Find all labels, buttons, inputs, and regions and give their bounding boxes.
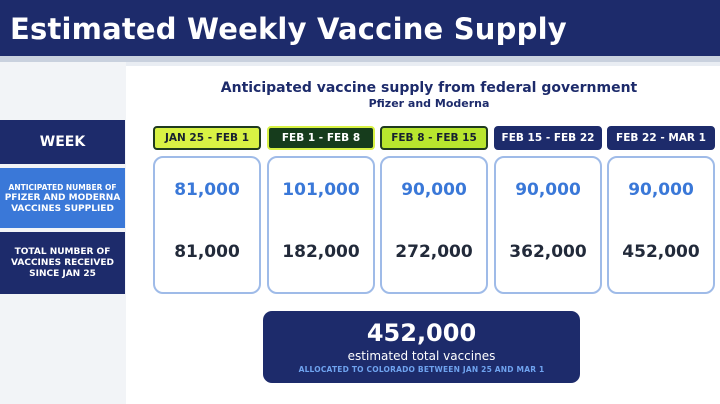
title-bar: Estimated Weekly Vaccine Supply	[0, 0, 720, 56]
week-label-5: FEB 22 - MAR 1	[607, 126, 715, 150]
weekly-supply-value: 90,000	[515, 180, 581, 200]
total-row-label: TOTAL NUMBER OF VACCINES RECEIVED SINCE …	[0, 232, 125, 294]
chart-title: Anticipated vaccine supply from federal …	[220, 80, 638, 96]
week-card-2: 101,000 182,000	[267, 156, 375, 294]
total-caption: estimated total vaccines	[347, 349, 496, 363]
weekly-supply-value: 81,000	[174, 180, 240, 200]
cumulative-total-value: 81,000	[174, 242, 240, 262]
anticipated-row-label-line1: ANTICIPATED NUMBER OF	[8, 182, 117, 192]
weekly-supply-value: 101,000	[282, 180, 360, 200]
weekly-supply-value: 90,000	[401, 180, 467, 200]
cumulative-total-value: 452,000	[622, 242, 700, 262]
week-row-label: WEEK	[0, 120, 125, 164]
header-divider	[0, 56, 720, 62]
week-label-4: FEB 15 - FEB 22	[494, 126, 602, 150]
page-title: Estimated Weekly Vaccine Supply	[10, 12, 567, 46]
total-allocation-note: ALLOCATED TO COLORADO BETWEEN JAN 25 AND…	[298, 365, 545, 374]
cumulative-total-value: 272,000	[395, 242, 473, 262]
week-label-1: JAN 25 - FEB 1	[153, 126, 261, 150]
cumulative-total-value: 182,000	[282, 242, 360, 262]
weekly-supply-value: 90,000	[628, 180, 694, 200]
week-label-3: FEB 8 - FEB 15	[380, 126, 488, 150]
chart-subtitle: Pfizer and Moderna	[368, 97, 490, 110]
anticipated-row-label: ANTICIPATED NUMBER OF PFIZER AND MODERNA…	[0, 168, 125, 228]
week-card-4: 90,000 362,000	[494, 156, 602, 294]
week-card-3: 90,000 272,000	[380, 156, 488, 294]
total-value: 452,000	[366, 319, 477, 347]
cumulative-total-value: 362,000	[509, 242, 587, 262]
total-summary-box: 452,000 estimated total vaccines ALLOCAT…	[263, 311, 580, 383]
anticipated-row-label-line2: PFIZER AND MODERNA VACCINES SUPPLIED	[4, 192, 121, 214]
week-card-1: 81,000 81,000	[153, 156, 261, 294]
week-card-5: 90,000 452,000	[607, 156, 715, 294]
week-label-2: FEB 1 - FEB 8	[267, 126, 375, 150]
